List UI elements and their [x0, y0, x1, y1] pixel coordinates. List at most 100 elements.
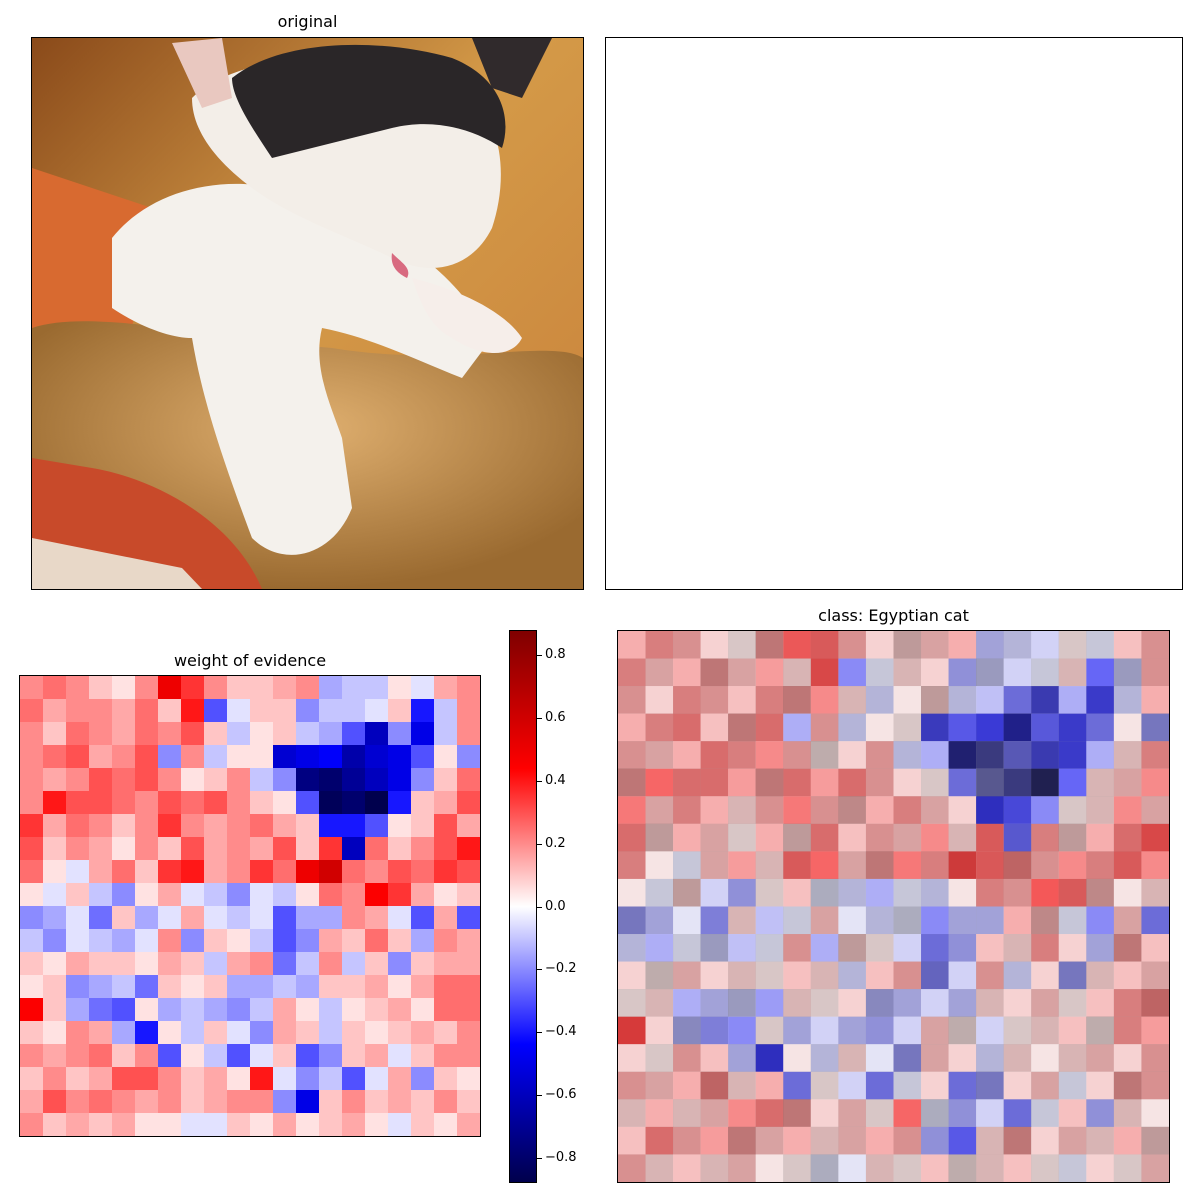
heatmap-cell [434, 1090, 458, 1114]
heatmap-cell [434, 1044, 458, 1068]
overlay-heat-cell [1141, 713, 1169, 742]
heatmap-cell [434, 906, 458, 930]
overlay-heat-cell [838, 851, 867, 880]
overlay-heat-cell [1058, 768, 1087, 797]
overlay-heat-cell [673, 1044, 702, 1073]
overlay-heat-cell [893, 1154, 922, 1182]
overlay-heat-cell [645, 878, 674, 907]
heatmap-cell [89, 1067, 113, 1091]
heatmap-cell [89, 1113, 113, 1136]
heatmap-cell [20, 1090, 44, 1114]
heatmap-cell [342, 1090, 366, 1114]
heatmap-cell [227, 1113, 251, 1136]
heatmap-cell [112, 1067, 136, 1091]
colorbar-tick-label: 0.0 [545, 899, 566, 914]
heatmap-cell [250, 814, 274, 838]
heatmap-cell [250, 952, 274, 976]
overlay-heat-cell [1003, 1099, 1032, 1128]
overlay-heat-cell [838, 989, 867, 1018]
overlay-heat-cell [976, 878, 1005, 907]
heatmap-cell [112, 676, 136, 700]
heatmap-cell [411, 768, 435, 792]
overlay-heat-cell [618, 631, 647, 660]
heatmap-cell [135, 676, 159, 700]
overlay-heat-cell [865, 796, 894, 825]
heatmap-cell [411, 929, 435, 953]
heatmap-cell [43, 676, 67, 700]
heatmap-cell [434, 929, 458, 953]
overlay-heat-cell [893, 1099, 922, 1128]
heatmap-cell [342, 699, 366, 723]
overlay-heat-cell [893, 1044, 922, 1073]
heatmap-cell [66, 699, 90, 723]
heatmap-cell [319, 1067, 343, 1091]
overlay-heat-cell [976, 906, 1005, 935]
heatmap-cell [273, 1067, 297, 1091]
heatmap-cell [181, 676, 205, 700]
overlay-heat-cell [1058, 1044, 1087, 1073]
overlay-heat-cell [700, 1071, 729, 1100]
heatmap-cell [204, 975, 228, 999]
heatmap-cell [273, 929, 297, 953]
overlay-heat-cell [1058, 1071, 1087, 1100]
overlay-heat-cell [1058, 658, 1087, 687]
colorbar [509, 630, 537, 1183]
heatmap-cell [250, 722, 274, 746]
heatmap-cell [434, 791, 458, 815]
overlay-heat-cell [645, 961, 674, 990]
overlay-heat-cell [645, 851, 674, 880]
overlay-heat-cell [783, 878, 812, 907]
overlay-heat-cell [976, 1044, 1005, 1073]
overlay-heat-cell [673, 823, 702, 852]
overlay-heat-cell [700, 1099, 729, 1128]
overlay-heat-cell [921, 713, 950, 742]
overlay-heat-cell [921, 906, 950, 935]
heatmap-cell [273, 1113, 297, 1136]
woe-heatmap-panel [19, 675, 481, 1137]
heatmap-cell [411, 1021, 435, 1045]
heatmap-cell [66, 906, 90, 930]
heatmap-cell [411, 699, 435, 723]
empty-panel [605, 37, 1183, 590]
heatmap-cell [89, 1044, 113, 1068]
overlay-heat-cell [645, 713, 674, 742]
overlay-heat-cell [893, 796, 922, 825]
heatmap-cell [135, 906, 159, 930]
heatmap-cell [204, 1021, 228, 1045]
overlay-heat-cell [673, 1071, 702, 1100]
overlay-heat-cell [728, 906, 757, 935]
overlay-heat-cell [976, 686, 1005, 715]
overlay-heat-cell [921, 658, 950, 687]
heatmap-cell [296, 883, 320, 907]
heatmap-cell [457, 929, 480, 953]
heatmap-cell [227, 998, 251, 1022]
heatmap-cell [388, 837, 412, 861]
overlay-heat-cell [645, 686, 674, 715]
overlay-heat-cell [948, 713, 977, 742]
overlay-heat-cell [673, 1126, 702, 1155]
overlay-heat-cell [838, 1126, 867, 1155]
heatmap-cell [457, 906, 480, 930]
blanket [32, 538, 202, 589]
overlay-heat-cell [783, 1016, 812, 1045]
overlay-heat-cell [673, 658, 702, 687]
overlay-heat-cell [1031, 823, 1060, 852]
heatmap-cell [273, 860, 297, 884]
overlay-heat-cell [1086, 1154, 1115, 1182]
overlay-heat-cell [673, 1016, 702, 1045]
overlay-heat-cell [976, 713, 1005, 742]
overlay-heat-cell [838, 1044, 867, 1073]
overlay-heat-cell [1113, 851, 1142, 880]
heatmap-cell [434, 837, 458, 861]
overlay-heat-cell [1003, 878, 1032, 907]
heatmap-cell [135, 1021, 159, 1045]
heatmap-cell [20, 699, 44, 723]
overlay-heat-cell [865, 851, 894, 880]
heatmap-cell [411, 1067, 435, 1091]
overlay-heat-cell [1058, 1016, 1087, 1045]
heatmap-cell [181, 1090, 205, 1114]
heatmap-cell [227, 952, 251, 976]
overlay-heat-cell [1003, 1154, 1032, 1182]
colorbar-tick [537, 1032, 542, 1033]
overlay-heat-cell [810, 1044, 839, 1073]
